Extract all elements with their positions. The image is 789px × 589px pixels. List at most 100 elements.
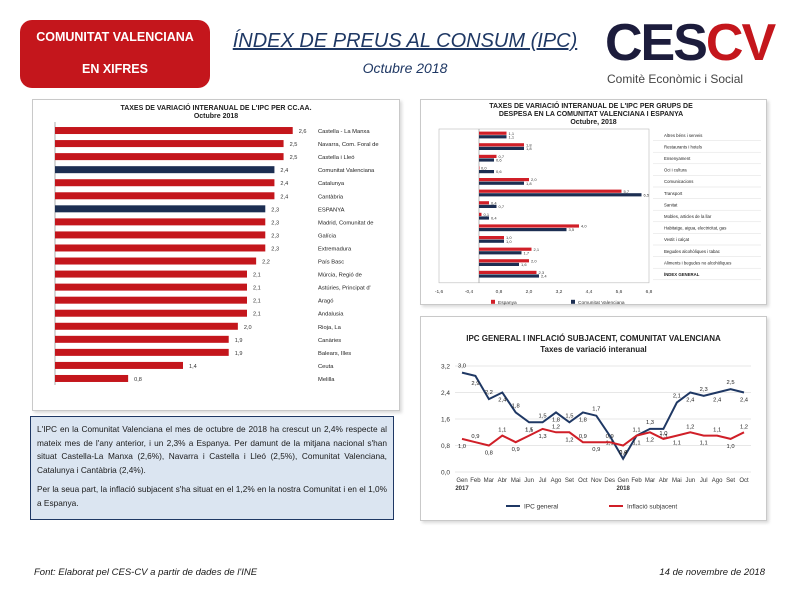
line-data-label: 1,1 (673, 441, 681, 447)
grupos-value-label: 1,8 (526, 146, 532, 151)
ccaa-category-label: Balears, Illes (318, 351, 351, 357)
logo-wordmark: CESCV (605, 14, 776, 72)
grupos-value-label: 2,0 (531, 258, 537, 263)
line-data-label: 1,2 (552, 424, 560, 430)
grupos-category-label: Aliments i begudes no alcohòliques (664, 260, 731, 265)
ccaa-bar (55, 140, 284, 148)
grupos-plot-frame (438, 128, 650, 284)
line-xtick-label: Abr (498, 478, 507, 484)
line-data-label: 2,2 (485, 390, 493, 396)
grupos-bar (479, 247, 532, 251)
ccaa-bar (55, 374, 129, 382)
grupos-xtick-label: 3,2 (556, 289, 563, 295)
line-data-label: 0,8 (485, 451, 493, 457)
ccaa-value-label: 2,1 (253, 286, 261, 292)
ccaa-value-label: 2,1 (253, 299, 261, 305)
line-data-label: 2,4 (740, 398, 749, 404)
grupos-xtick-label: 0,8 (496, 289, 503, 295)
ccaa-value-label: 2,4 (280, 168, 288, 174)
grupos-value-label: 2,4 (541, 274, 547, 279)
line-xtick-label: Jun (524, 478, 534, 484)
ccaa-value-label: 2,3 (271, 220, 279, 226)
line-data-label: 1,2 (565, 437, 573, 443)
line-ytick-label: 0,8 (441, 443, 450, 450)
ccaa-bar (55, 218, 266, 226)
line-xtick-label: Jun (685, 478, 695, 484)
grupos-value-label: 0,4 (491, 216, 497, 221)
logo-ces: CES (605, 14, 708, 72)
ccaa-category-label: ESPANYA (318, 207, 345, 213)
line-ytick-label: 1,6 (441, 417, 450, 424)
line-data-label: 1,8 (512, 403, 520, 409)
ccaa-bar (55, 335, 229, 343)
grupos-bar (479, 251, 522, 255)
line-data-label: 1,2 (740, 424, 748, 430)
grupos-value-label: 0,6 (496, 169, 502, 174)
ccaa-bar (55, 205, 266, 213)
line-data-label: 0,9 (512, 447, 520, 453)
grupos-value-label: 1,8 (526, 181, 532, 186)
grupos-bar (479, 212, 482, 216)
ccaa-category-label: Ceuta (318, 364, 334, 370)
line-data-label: 1,1 (498, 428, 506, 434)
line-data-label: 1,0 (727, 444, 735, 450)
grupos-bar (479, 239, 504, 243)
grupos-bar (479, 259, 529, 263)
grupos-category-label: Habitatge, aigua, electricitat, gas (664, 226, 726, 231)
badge-line2: EN XIFRES (82, 62, 148, 76)
grupos-bar (479, 154, 497, 158)
grupos-category-label: Restaurants i hotels (664, 144, 702, 149)
ccaa-value-label: 2,3 (271, 246, 279, 252)
line-data-label: 1,8 (579, 417, 587, 423)
line-xtick-label: Mar (645, 478, 655, 484)
grupos-value-label: 1,8 (526, 142, 532, 147)
ccaa-value-label: 2,0 (244, 325, 252, 331)
ccaa-category-label: Extremadura (318, 246, 352, 252)
line-data-label: 0,9 (579, 434, 587, 440)
grupos-category-label: Comunicacions (664, 179, 693, 184)
grupos-value-label: 2,0 (531, 177, 537, 182)
grupos-bar (479, 181, 524, 185)
ccaa-value-label: 2,4 (280, 194, 288, 200)
badge-line1: COMUNITAT VALENCIANA (36, 30, 194, 44)
grupos-value-label: 0,7 (499, 154, 505, 159)
line-data-label: 1,1 (633, 441, 641, 447)
line-xtick-label: Ago (551, 478, 562, 484)
line-chart-subtitle: Taxes de variació interanual (540, 345, 647, 354)
line-ytick-label: 0,0 (441, 470, 450, 477)
grupos-xtick-label: 2,0 (526, 289, 533, 295)
line-xtick-label: Nov (591, 478, 602, 484)
line-data-label: 1,1 (606, 441, 614, 447)
line-year-label: 2017 (455, 486, 469, 492)
ccaa-bar (55, 309, 247, 317)
source-note: Font: Elaborat pel CES-CV a partir de da… (34, 567, 258, 578)
line-xtick-label: Mai (511, 478, 521, 484)
grupos-bar (479, 262, 519, 266)
ccaa-category-label: Canàries (318, 338, 341, 344)
line-data-label: 1,0 (458, 444, 466, 450)
line-xtick-label: Abr (659, 478, 668, 484)
ccaa-bar (55, 231, 266, 239)
grupos-bar (479, 131, 507, 135)
grupos-category-label: Ensenyament (664, 156, 691, 161)
line-data-label: 2,9 (471, 381, 479, 387)
ccaa-category-label: Rioja, La (318, 325, 342, 331)
line-data-label: 1,8 (552, 417, 560, 423)
grupos-xtick-label: -1,6 (435, 289, 444, 295)
ccaa-category-label: Comunitat Valenciana (318, 168, 375, 174)
ccaa-value-label: 2,5 (290, 142, 298, 148)
grupos-value-label: 2,3 (539, 270, 545, 275)
line-data-label: 0,4 (619, 450, 628, 456)
inflacio-subjacent-line (461, 427, 745, 447)
line-xtick-label: Jul (700, 478, 708, 484)
grupos-chart-panel: TAXES DE VARIACIÓ INTERANUAL DE L'IPC PE… (420, 99, 767, 305)
ccaa-value-label: 1,9 (235, 351, 243, 357)
ccaa-bar (55, 270, 247, 278)
ccaa-bar (55, 166, 275, 174)
grupos-value-label: 1,0 (506, 239, 512, 244)
grupos-bar (479, 178, 529, 182)
page-subtitle: Octubre 2018 (362, 60, 448, 76)
line-data-label: 1,5 (565, 413, 573, 419)
ccaa-value-label: 2,4 (280, 181, 288, 187)
